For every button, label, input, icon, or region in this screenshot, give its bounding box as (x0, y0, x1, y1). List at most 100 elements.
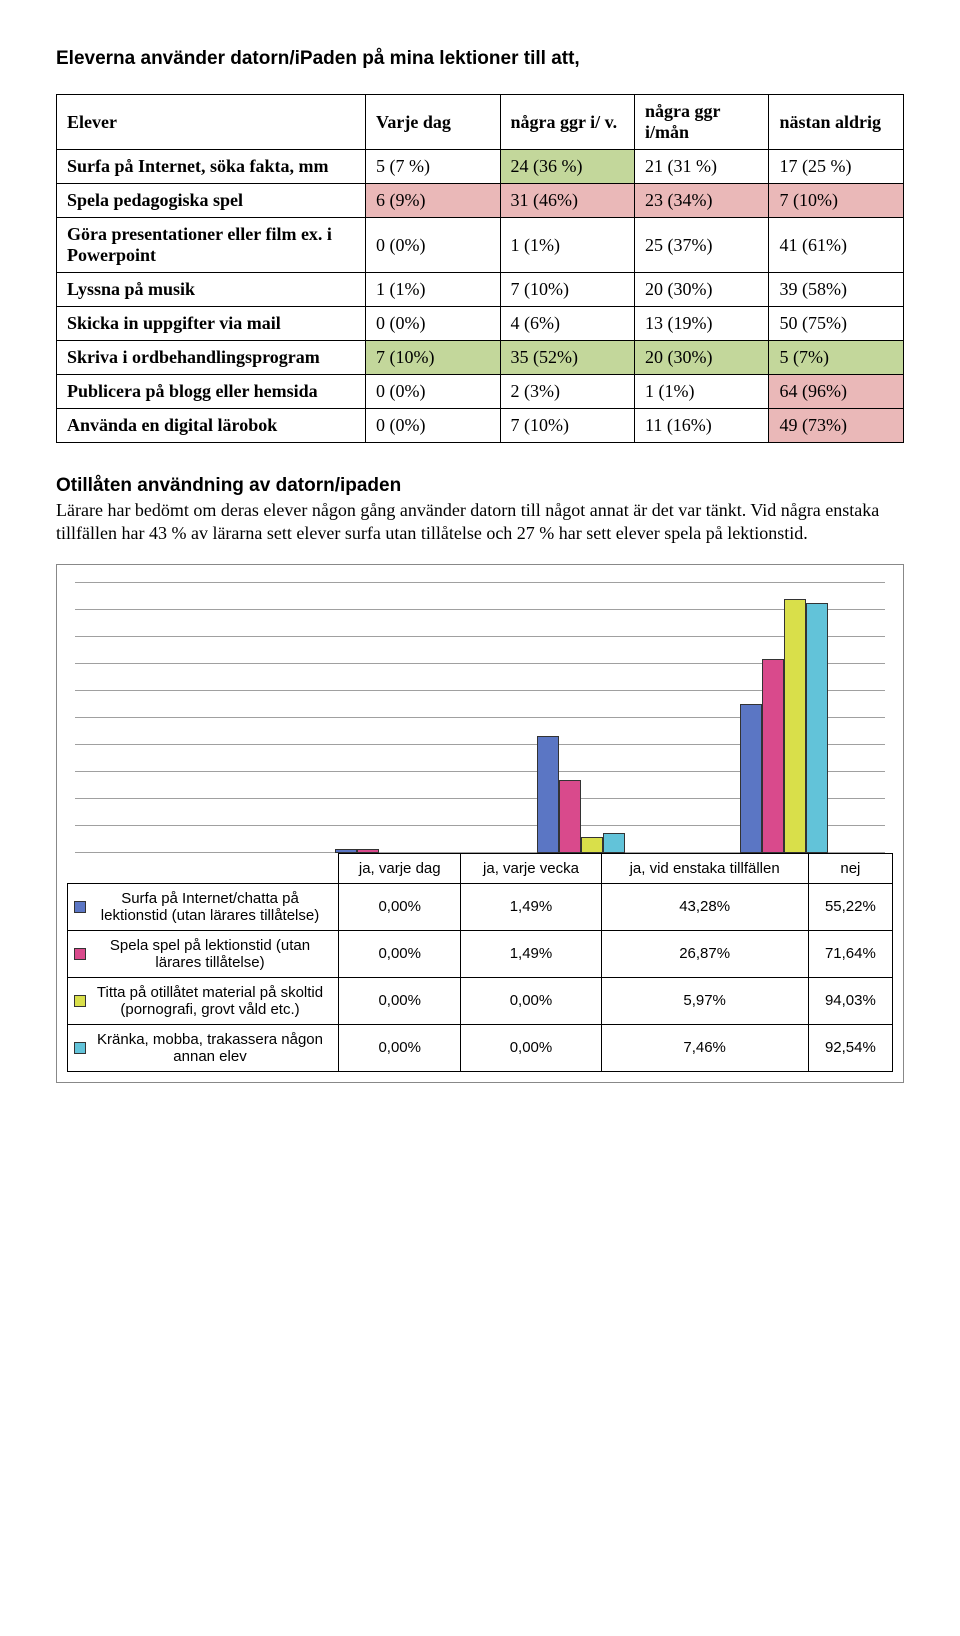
col-header: Varje dag (366, 95, 500, 150)
row-label: Lyssna på musik (57, 273, 366, 307)
table-row: Publicera på blogg eller hemsida0 (0%)2 … (57, 375, 904, 409)
table-row: Använda en digital lärobok0 (0%)7 (10%)1… (57, 409, 904, 443)
table-row: Spela pedagogiska spel6 (9%)31 (46%)23 (… (57, 184, 904, 218)
chart-container: ja, varje dag ja, varje vecka ja, vid en… (56, 564, 904, 1083)
chart-table-cell: 92,54% (808, 1024, 892, 1071)
table-cell: 23 (34%) (634, 184, 768, 218)
row-label: Använda en digital lärobok (57, 409, 366, 443)
bar (335, 849, 357, 853)
table-cell: 6 (9%) (366, 184, 500, 218)
chart-table-cell: 0,00% (339, 1024, 461, 1071)
legend-label-text: Spela spel på lektionstid (utan lärares … (110, 937, 310, 971)
legend-swatch-icon (74, 995, 86, 1007)
chart-table-cell: 71,64% (808, 930, 892, 977)
table-cell: 49 (73%) (769, 409, 904, 443)
table-row: Göra presentationer eller film ex. i Pow… (57, 218, 904, 273)
legend-swatch-icon (74, 1042, 86, 1054)
chart-col-header: ja, varje vecka (461, 853, 601, 883)
bars (740, 599, 828, 853)
table-cell: 11 (16%) (634, 409, 768, 443)
chart-series-label: Titta på otillåtet material på skoltid (… (68, 977, 339, 1024)
category-slot (278, 583, 481, 853)
chart-table-cell: 7,46% (601, 1024, 808, 1071)
row-label: Göra presentationer eller film ex. i Pow… (57, 218, 366, 273)
table-cell: 7 (10%) (500, 273, 634, 307)
table-row: Surfa på Internet, söka fakta, mm5 (7 %)… (57, 150, 904, 184)
table-cell: 1 (1%) (366, 273, 500, 307)
usage-table: Elever Varje dag några ggr i/ v. några g… (56, 94, 904, 443)
category-slot (480, 583, 683, 853)
table-row: Skriva i ordbehandlingsprogram7 (10%)35 … (57, 341, 904, 375)
bars (537, 736, 625, 853)
table-cell: 4 (6%) (500, 307, 634, 341)
chart-col-header: ja, vid enstaka tillfällen (601, 853, 808, 883)
chart-data-table: ja, varje dag ja, varje vecka ja, vid en… (67, 853, 893, 1072)
chart-plot-area (75, 583, 885, 853)
page-title: Eleverna använder datorn/iPaden på mina … (56, 48, 904, 70)
bar-groups (75, 583, 885, 853)
table-cell: 7 (10%) (500, 409, 634, 443)
table-cell: 7 (10%) (769, 184, 904, 218)
chart-table-cell: 0,00% (339, 930, 461, 977)
table-cell: 17 (25 %) (769, 150, 904, 184)
table-cell: 35 (52%) (500, 341, 634, 375)
chart-col-header: nej (808, 853, 892, 883)
table-cell: 64 (96%) (769, 375, 904, 409)
chart-table-cell: 26,87% (601, 930, 808, 977)
chart-series-label: Kränka, mobba, trakassera någon annan el… (68, 1024, 339, 1071)
chart-table-cell: 0,00% (461, 977, 601, 1024)
table-cell: 5 (7 %) (366, 150, 500, 184)
bar (559, 780, 581, 853)
chart-table-row: Spela spel på lektionstid (utan lärares … (68, 930, 893, 977)
table-cell: 0 (0%) (366, 409, 500, 443)
chart-col-header: ja, varje dag (339, 853, 461, 883)
row-label: Skicka in uppgifter via mail (57, 307, 366, 341)
section-heading: Otillåten användning av datorn/ipaden (56, 475, 904, 497)
col-header: Elever (57, 95, 366, 150)
bar (762, 659, 784, 852)
bar (740, 704, 762, 853)
col-header: nästan aldrig (769, 95, 904, 150)
legend-label-text: Titta på otillåtet material på skoltid (… (97, 984, 323, 1018)
chart-table-cell: 5,97% (601, 977, 808, 1024)
row-label: Spela pedagogiska spel (57, 184, 366, 218)
chart-table-cell: 1,49% (461, 930, 601, 977)
table-cell: 31 (46%) (500, 184, 634, 218)
table-cell: 0 (0%) (366, 307, 500, 341)
table-cell: 21 (31 %) (634, 150, 768, 184)
legend-label-text: Surfa på Internet/chatta på lektionstid … (101, 890, 319, 924)
bar (784, 599, 806, 853)
chart-series-label: Spela spel på lektionstid (utan lärares … (68, 930, 339, 977)
section-paragraph: Lärare har bedömt om deras elever någon … (56, 499, 904, 546)
chart-table-cell: 0,00% (339, 977, 461, 1024)
table-cell: 0 (0%) (366, 218, 500, 273)
row-label: Surfa på Internet, söka fakta, mm (57, 150, 366, 184)
table-cell: 1 (1%) (634, 375, 768, 409)
legend-swatch-icon (74, 901, 86, 913)
table-cell: 13 (19%) (634, 307, 768, 341)
bar (603, 833, 625, 853)
chart-table-corner (68, 853, 339, 883)
table-cell: 20 (30%) (634, 341, 768, 375)
table-cell: 41 (61%) (769, 218, 904, 273)
table-cell: 5 (7%) (769, 341, 904, 375)
row-label: Skriva i ordbehandlingsprogram (57, 341, 366, 375)
category-slot (683, 583, 886, 853)
chart-table-cell: 55,22% (808, 883, 892, 930)
table-row: Skicka in uppgifter via mail0 (0%)4 (6%)… (57, 307, 904, 341)
table-row: Lyssna på musik1 (1%)7 (10%)20 (30%)39 (… (57, 273, 904, 307)
table-cell: 50 (75%) (769, 307, 904, 341)
table-cell: 2 (3%) (500, 375, 634, 409)
chart-table-header-row: ja, varje dag ja, varje vecka ja, vid en… (68, 853, 893, 883)
bars (335, 849, 423, 853)
table-cell: 39 (58%) (769, 273, 904, 307)
table-cell: 1 (1%) (500, 218, 634, 273)
table-cell: 24 (36 %) (500, 150, 634, 184)
chart-table-row: Kränka, mobba, trakassera någon annan el… (68, 1024, 893, 1071)
bar (581, 837, 603, 853)
table-header-row: Elever Varje dag några ggr i/ v. några g… (57, 95, 904, 150)
col-header: några ggr i/mån (634, 95, 768, 150)
row-label: Publicera på blogg eller hemsida (57, 375, 366, 409)
table-cell: 25 (37%) (634, 218, 768, 273)
chart-table-row: Titta på otillåtet material på skoltid (… (68, 977, 893, 1024)
